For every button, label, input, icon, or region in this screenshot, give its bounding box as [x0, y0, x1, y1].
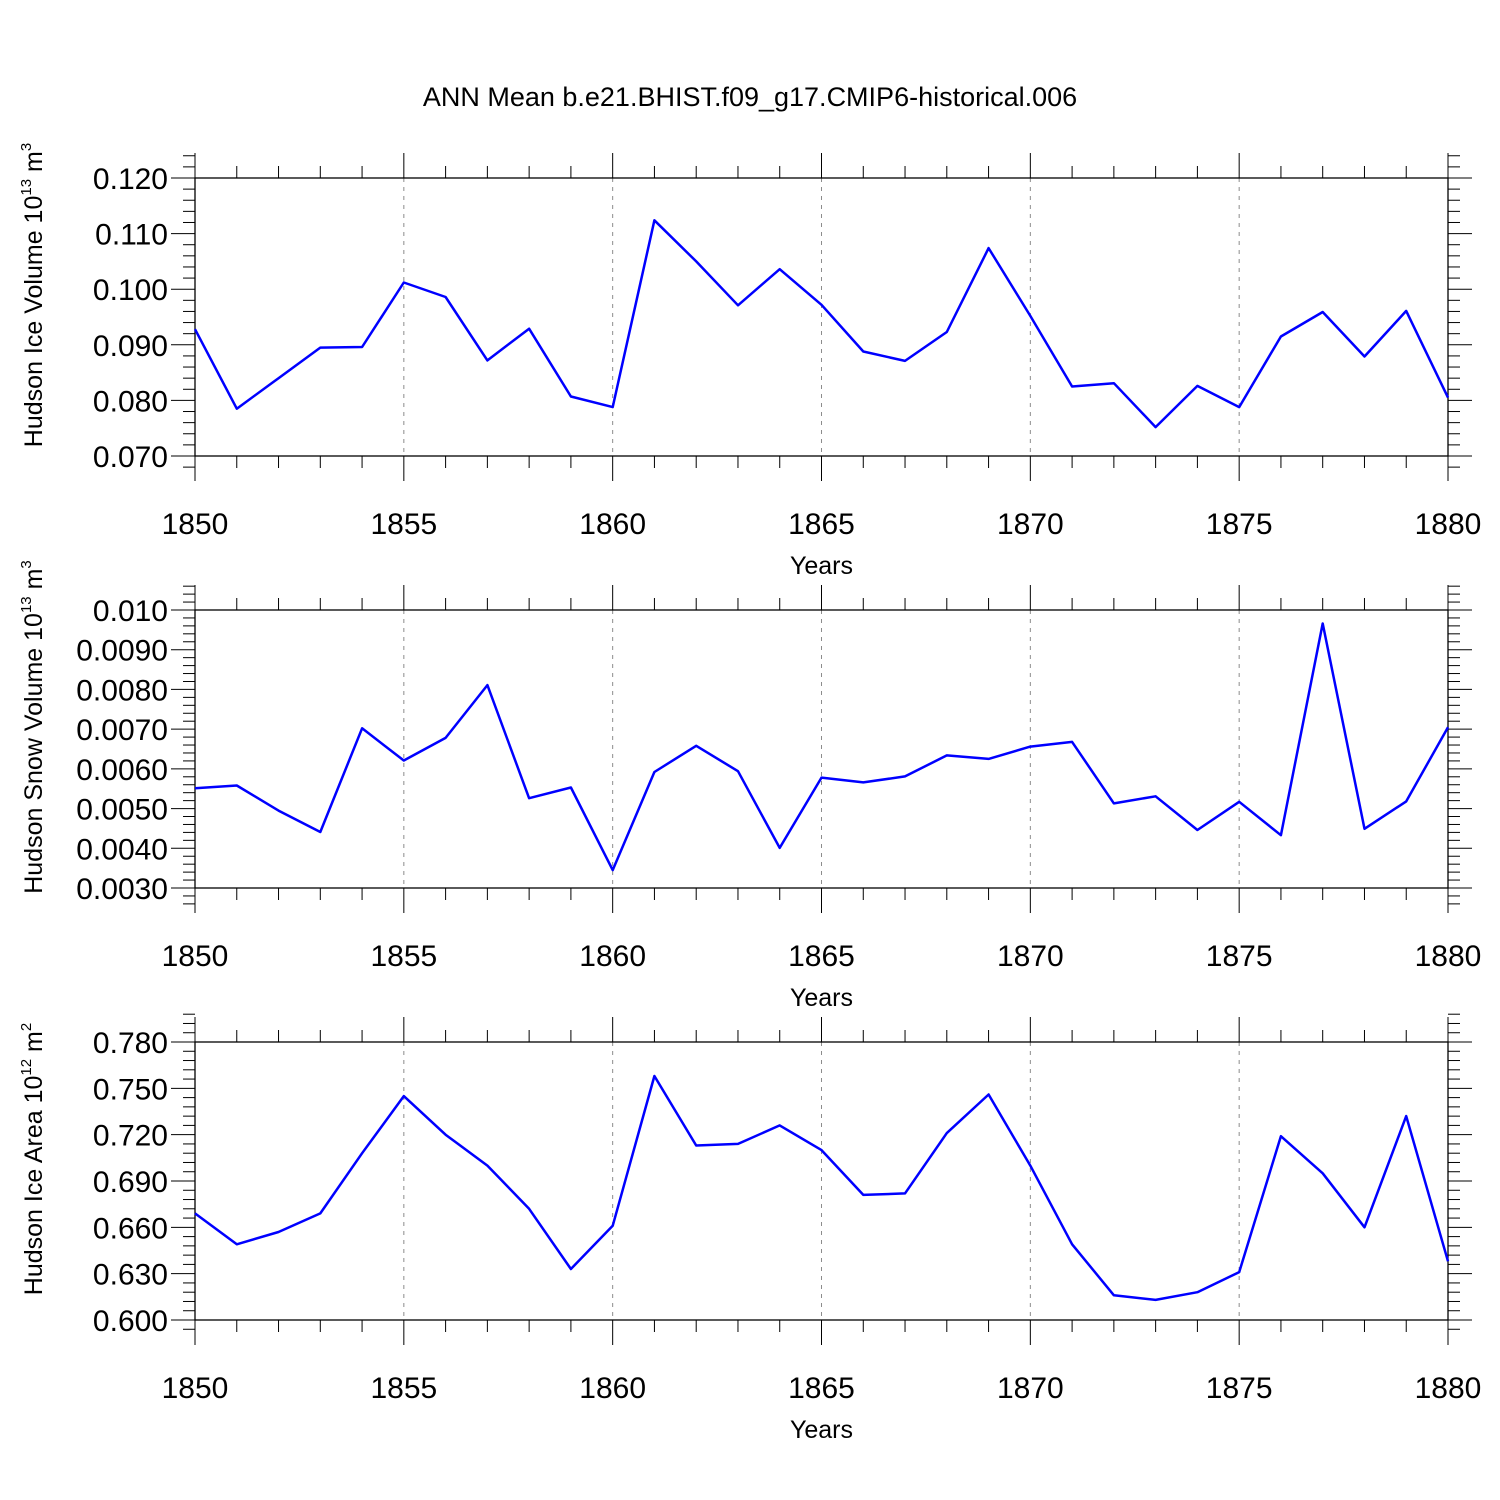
x-tick-label: 1865	[788, 508, 855, 541]
y-axis-label-unit-exponent: 3	[18, 143, 35, 151]
y-tick-label: 0.720	[93, 1120, 168, 1153]
y-axis-label-unit: m	[20, 1031, 48, 1059]
y-axis-label: Hudson Snow Volume 1013 m3	[18, 560, 48, 894]
x-tick-label: 1855	[370, 508, 437, 541]
x-tick-label: 1870	[997, 940, 1064, 973]
y-tick-label: 0.110	[95, 219, 168, 252]
y-axis-label-exponent: 13	[18, 179, 35, 196]
x-tick-label: 1860	[579, 940, 646, 973]
x-axis-label: Years	[790, 984, 853, 1012]
y-axis-label-exponent: 13	[18, 596, 35, 613]
x-tick-label: 1875	[1206, 1372, 1273, 1405]
x-tick-label: 1850	[162, 940, 229, 973]
y-axis-label-unit: m	[20, 569, 48, 597]
chart-panel-1: 1850 1855 1860 1865 1870 1875 1880 0.070 0.080 0.…	[18, 143, 1481, 580]
x-tick-label: 1865	[788, 1372, 855, 1405]
y-tick-label: 0.0090	[76, 635, 168, 668]
y-axis-label-base: Hudson Ice Area 10	[20, 1076, 48, 1296]
x-tick-label: 1865	[788, 940, 855, 973]
x-axis-label: Years	[790, 552, 853, 580]
y-tick-label: 0.080	[93, 385, 168, 418]
y-axis-label-exponent: 12	[18, 1059, 35, 1076]
x-tick-label: 1850	[162, 508, 229, 541]
x-tick-label: 1870	[997, 1372, 1064, 1405]
x-tick-label: 1860	[579, 1372, 646, 1405]
y-tick-label: 0.0080	[76, 674, 168, 707]
x-tick-label: 1880	[1415, 940, 1482, 973]
x-tick-label: 1860	[579, 508, 646, 541]
y-axis-label-unit: m	[20, 151, 48, 179]
y-tick-label: 0.070	[93, 441, 168, 474]
y-tick-label: 0.0070	[76, 714, 168, 747]
y-tick-label: 0.660	[93, 1212, 168, 1245]
x-tick-label: 1855	[370, 1372, 437, 1405]
x-tick-label: 1855	[370, 940, 437, 973]
y-axis-label-unit-exponent: 2	[18, 1023, 35, 1031]
y-tick-label: 0.0060	[76, 754, 168, 787]
x-axis-label: Years	[790, 1416, 853, 1444]
y-tick-label: 0.750	[93, 1073, 168, 1106]
chart-panel-2: 1850 1855 1860 1865 1870 1875 1880 0.0030 0.0040…	[18, 560, 1481, 1012]
y-tick-label: 0.010	[93, 595, 168, 628]
y-tick-label: 0.0050	[76, 794, 168, 827]
x-tick-label: 1875	[1206, 508, 1273, 541]
y-tick-label: 0.100	[93, 274, 168, 307]
y-tick-label: 0.690	[93, 1166, 168, 1199]
y-axis-label: Hudson Ice Area 1012 m2	[18, 1023, 48, 1295]
chart-title: ANN Mean b.e21.BHIST.f09_g17.CMIP6-histo…	[423, 82, 1077, 112]
x-tick-label: 1875	[1206, 940, 1273, 973]
y-tick-label: 0.630	[93, 1259, 168, 1292]
y-axis-label-base: Hudson Snow Volume 10	[20, 613, 48, 894]
y-tick-label: 0.0030	[76, 873, 168, 906]
series-line	[193, 219, 1450, 429]
y-axis-label: Hudson Ice Volume 1013 m3	[18, 143, 48, 447]
chart-panel-3: 1850 1855 1860 1865 1870 1875 1880 0.600 0.630 0.…	[18, 1013, 1482, 1444]
x-tick-label: 1880	[1415, 1372, 1482, 1405]
x-tick-label: 1850	[162, 1372, 229, 1405]
y-tick-label: 0.120	[93, 163, 168, 196]
series-line	[194, 1074, 1450, 1302]
y-tick-label: 0.600	[93, 1305, 168, 1338]
y-tick-label: 0.0040	[76, 833, 168, 866]
panels-group: 1850 1855 1860 1865 1870 1875 1880 0.070 0.080 0.…	[18, 143, 1481, 1444]
x-tick-label: 1880	[1415, 508, 1482, 541]
y-tick-label: 0.090	[93, 330, 168, 363]
y-tick-label: 0.780	[93, 1027, 168, 1060]
x-tick-label: 1870	[997, 508, 1064, 541]
y-axis-label-unit-exponent: 3	[18, 560, 35, 568]
y-axis-label-base: Hudson Ice Volume 10	[20, 196, 48, 448]
